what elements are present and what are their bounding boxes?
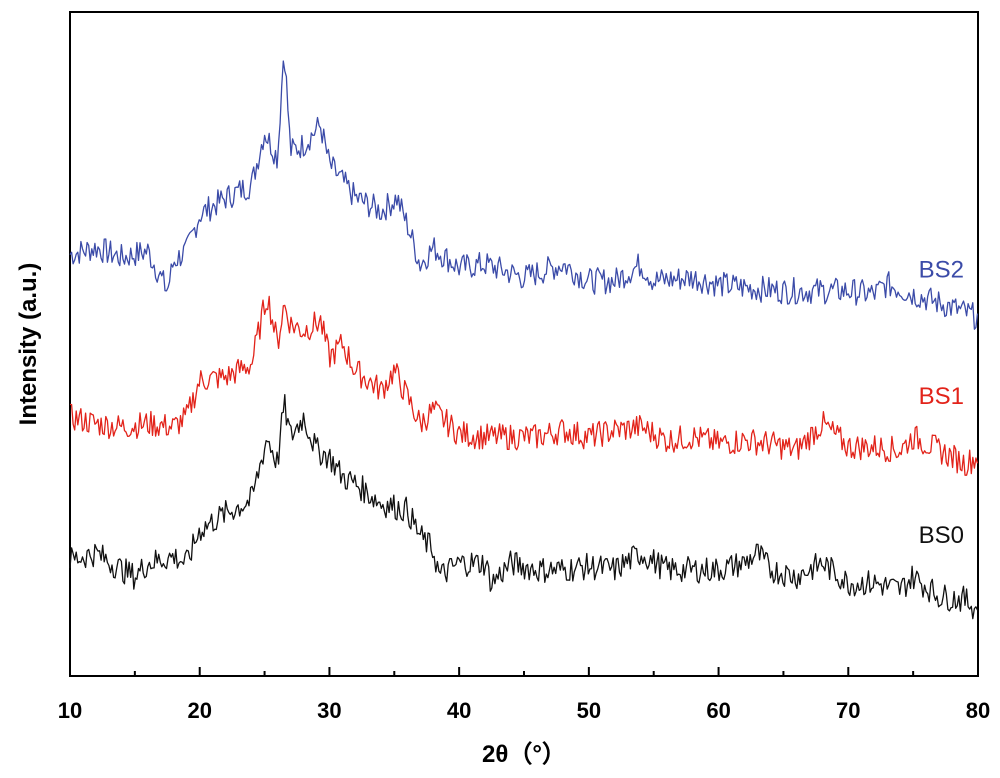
series-label-bs1: BS1 <box>919 383 964 410</box>
x-tick-label: 10 <box>58 698 82 723</box>
x-tick-label: 40 <box>447 698 471 723</box>
series-line-bs2 <box>69 60 979 330</box>
plot-area: 10 20 30 40 50 60 70 80 BS2 BS1 BS0 <box>58 11 990 723</box>
series-lines <box>69 60 979 620</box>
x-axis-title: 2θ（°） <box>482 741 566 768</box>
x-tick-label: 50 <box>577 698 601 723</box>
x-ticks <box>69 667 979 676</box>
x-tick-label: 60 <box>706 698 730 723</box>
series-label-bs2: BS2 <box>919 257 964 284</box>
series-label-bs0: BS0 <box>919 522 964 549</box>
x-tick-label: 20 <box>187 698 211 723</box>
series-line-bs1 <box>69 295 979 476</box>
x-tick-label: 80 <box>966 698 990 723</box>
y-axis-title: Intensity (a.u.) <box>15 263 42 426</box>
series-labels: BS2 BS1 BS0 <box>919 257 964 550</box>
x-tick-label: 30 <box>317 698 341 723</box>
x-tick-labels: 10 20 30 40 50 60 70 80 <box>58 698 990 723</box>
series-line-bs0 <box>69 394 979 620</box>
x-tick-label: 70 <box>836 698 860 723</box>
